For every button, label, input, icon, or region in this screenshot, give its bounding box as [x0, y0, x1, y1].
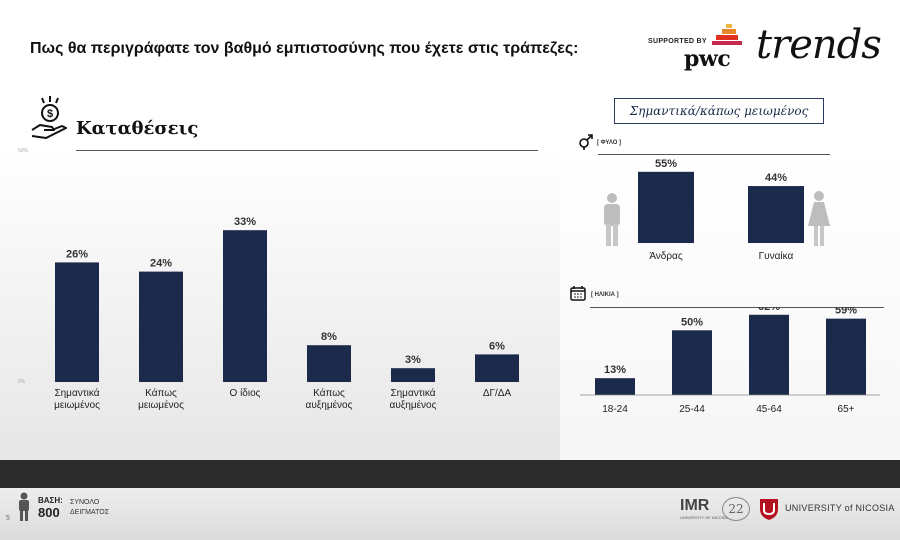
value-label-2: 33%: [234, 216, 256, 228]
category-label-1: Γυναίκα: [759, 250, 794, 262]
axis-label-top: 50%: [18, 148, 29, 154]
category-label-4-line1: αυξημένος: [390, 399, 437, 411]
category-label-4-line0: Σημαντικά: [390, 387, 435, 399]
age-divider: [590, 307, 884, 308]
category-label-1-line1: μειωμένος: [138, 399, 184, 411]
value-label-2: 62%: [758, 307, 780, 313]
value-label-1: 50%: [681, 316, 703, 328]
category-label-5: ΔΓ/ΔΑ: [483, 388, 512, 399]
university-logo-text: UNIVERSITY of NICOSIA: [785, 503, 895, 513]
value-label-3: 8%: [321, 331, 337, 343]
person-icon: [19, 492, 29, 521]
side-chart-background: [560, 150, 900, 460]
base-desc-line2: ΔΕΙΓΜΑΤΟΣ: [70, 509, 110, 516]
imr-logo: IMR: [680, 497, 710, 514]
age-tag: [ ΗΛΙΚΙΑ ]: [591, 292, 619, 298]
bar-1: [748, 186, 804, 243]
page-number: 5: [6, 515, 10, 522]
supported-by-label: SUPPORTED BY: [648, 38, 707, 45]
category-label-3-line0: Κάπως: [313, 387, 345, 399]
bar-5: [475, 354, 519, 382]
category-label-3-line1: αυξημένος: [306, 399, 353, 411]
filter-label-box: Σημαντικά/κάπως μειωμένος: [614, 98, 824, 124]
page-title: Πως θα περιγράφατε τον βαθμό εμπιστοσύνη…: [30, 40, 579, 57]
category-label-3: 65+: [838, 404, 855, 415]
axis-label-bottom: 0%: [18, 379, 26, 385]
age-bar-chart: 13% 18-24 50% 25-44 62% 45-64 59% 65+: [580, 307, 880, 415]
gender-icon: [579, 134, 593, 150]
woman-silhouette-icon: [808, 191, 830, 246]
category-label-0-line1: μειωμένος: [54, 399, 100, 411]
bar-1: [139, 271, 183, 382]
section-divider: [76, 150, 538, 151]
section-title: Καταθέσεις: [76, 118, 199, 139]
value-label-1: 44%: [765, 172, 787, 184]
filter-label: Σημαντικά/κάπως μειωμένος: [629, 104, 809, 118]
pwc-logo-mark: [712, 24, 742, 45]
gender-tag: [ ΦΥΛΟ ]: [597, 140, 622, 146]
gender-divider: [598, 154, 830, 155]
man-silhouette-icon: [604, 193, 620, 246]
imr-subtitle: UNIVERSITY OF NICOSIA: [680, 515, 729, 520]
money-hand-icon: $: [31, 96, 67, 139]
footer: [0, 488, 900, 540]
anniversary-badge: 22: [722, 497, 750, 521]
category-label-1-line0: Κάπως: [145, 387, 177, 399]
category-label-1: 25-44: [679, 404, 705, 415]
trends-logo: trends: [756, 22, 882, 68]
value-label-1: 24%: [150, 258, 172, 270]
base-desc-line1: ΣΥΝΟΛΟ: [70, 499, 100, 506]
anniversary-number: 22: [728, 502, 744, 516]
category-label-2: Ο ίδιος: [230, 387, 261, 399]
value-label-5: 6%: [489, 340, 505, 352]
base-description: ΣΥΝΟΛΟ ΔΕΙΓΜΑΤΟΣ: [70, 498, 109, 518]
base-label: ΒΑΣΗ:: [38, 496, 63, 505]
bar-3: [826, 318, 866, 395]
gender-bar-chart: 55% Άνδρας 44% Γυναίκα: [638, 158, 804, 262]
bar-0: [638, 171, 694, 243]
value-label-0: 13%: [604, 364, 626, 376]
value-label-0: 55%: [655, 158, 677, 170]
category-label-0-line0: Σημαντικά: [54, 387, 99, 399]
category-label-2: 45-64: [756, 404, 782, 415]
unic-shield-icon: [760, 499, 778, 520]
svg-text:$: $: [47, 108, 53, 120]
pwc-logo: pwc: [684, 46, 731, 72]
bar-1: [672, 330, 712, 395]
calendar-icon: [570, 286, 586, 301]
value-label-4: 3%: [405, 354, 421, 366]
bar-4: [391, 368, 435, 382]
bar-2: [749, 314, 789, 395]
value-label-0: 26%: [66, 248, 88, 260]
bar-3: [307, 345, 351, 382]
bar-2: [223, 230, 267, 382]
main-bar-chart: 26%Σημαντικάμειωμένος24%Κάπωςμειωμένος33…: [54, 216, 519, 411]
value-label-3: 59%: [835, 307, 857, 317]
category-label-0: Άνδρας: [649, 251, 683, 262]
footer-bar: [0, 460, 900, 488]
bar-0: [55, 262, 99, 382]
bar-0: [595, 378, 635, 395]
category-label-0: 18-24: [602, 404, 628, 415]
base-value: 800: [38, 505, 60, 520]
